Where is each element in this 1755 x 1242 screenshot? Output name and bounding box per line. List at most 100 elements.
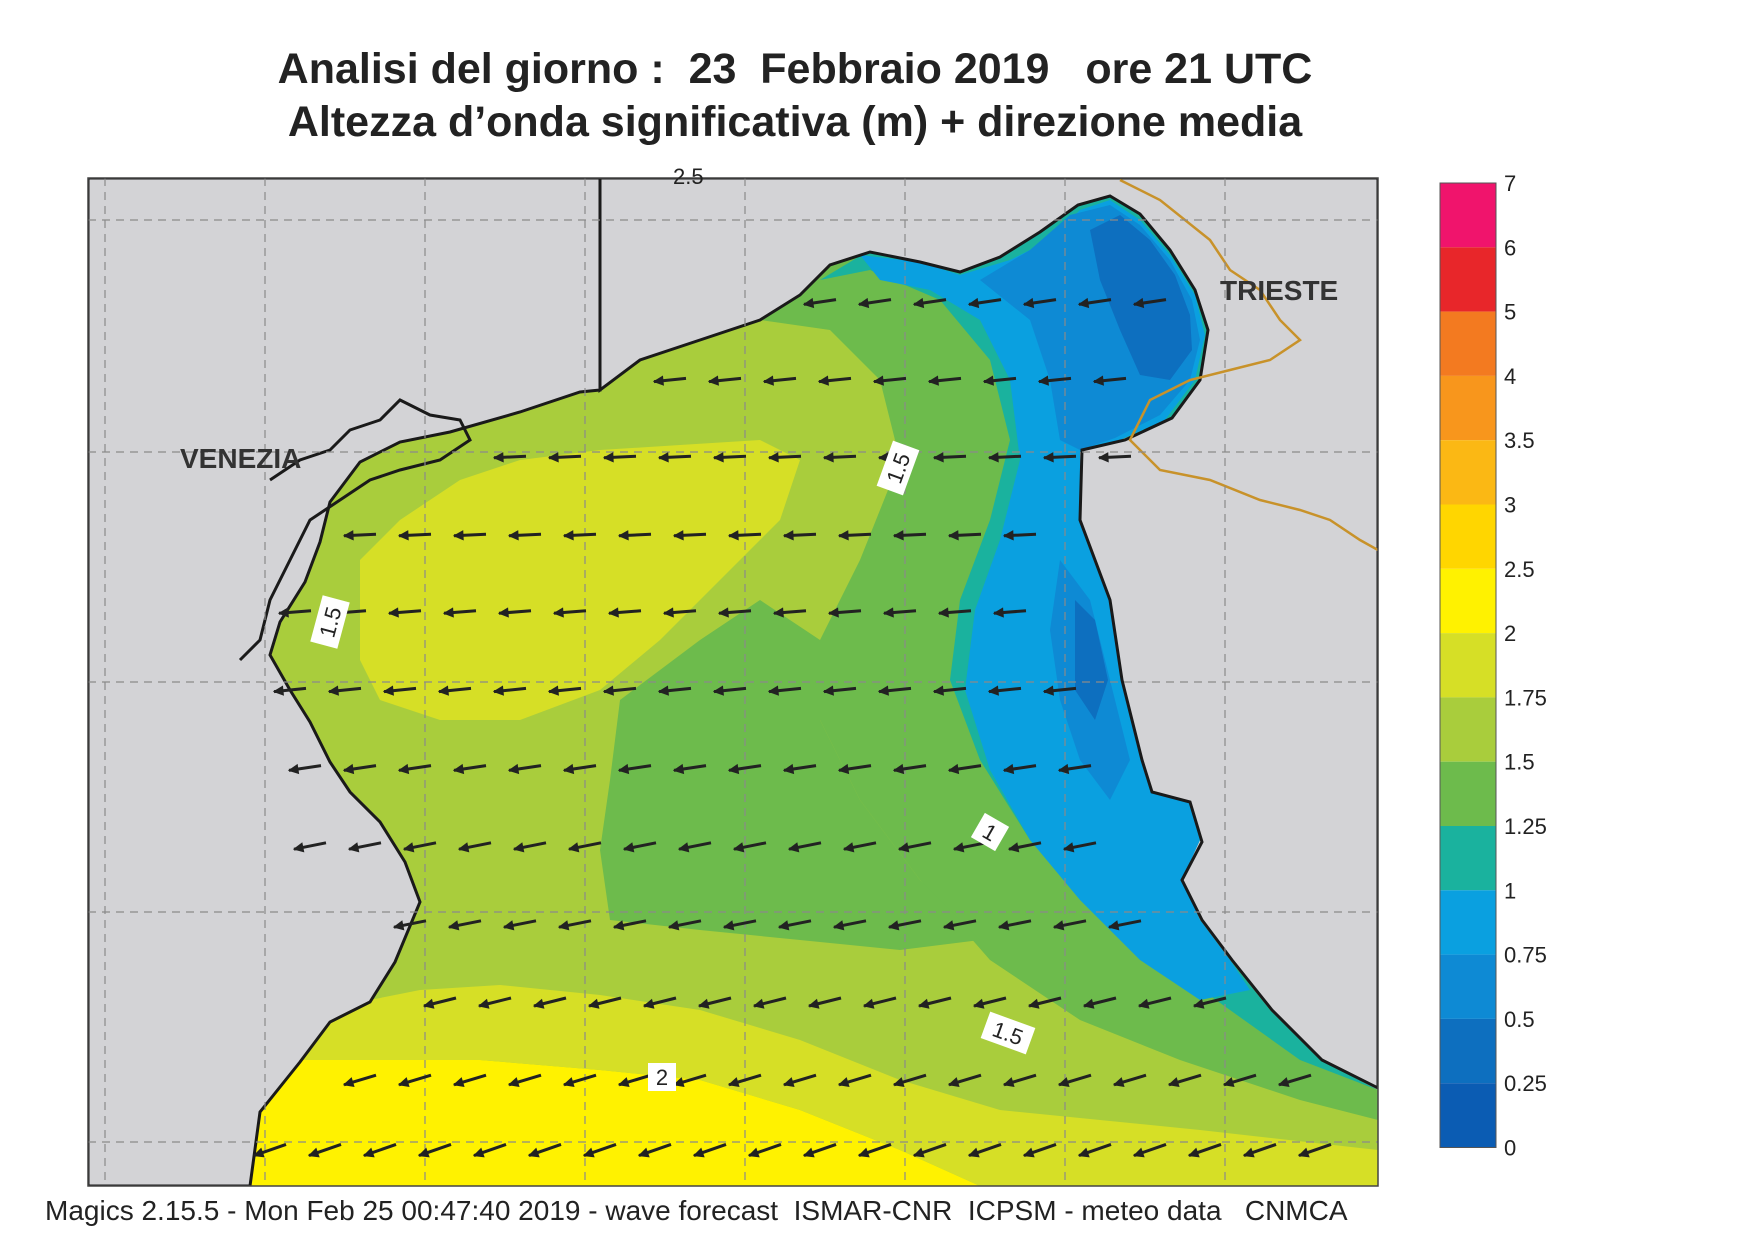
wave-arrow-head — [727, 763, 740, 775]
legend-tick-label: 0.25 — [1504, 1071, 1547, 1096]
wave-arrow-head — [612, 920, 625, 931]
wave-arrow-head — [967, 297, 980, 309]
wave-arrow-head — [1002, 1077, 1015, 1087]
svg-text:2: 2 — [656, 1065, 668, 1090]
wave-arrow-head — [857, 1147, 870, 1158]
wave-arrow-head — [947, 763, 960, 775]
wave-arrow-head — [912, 297, 925, 309]
wave-arrow-head — [457, 842, 470, 853]
legend-swatch — [1440, 826, 1496, 891]
wave-arrow-head — [672, 1077, 685, 1087]
wave-arrow-head — [882, 607, 894, 618]
legend-tick-label: 7 — [1504, 171, 1516, 196]
wave-arrow-head — [972, 998, 985, 1009]
wave-arrow-head — [272, 685, 284, 696]
wave-arrow-head — [527, 1147, 540, 1158]
wave-arrow-head — [1107, 920, 1120, 931]
wave-arrow-head — [837, 1077, 850, 1087]
wave-arrow-head — [872, 375, 884, 386]
legend-frame — [1439, 182, 1497, 1148]
wave-arrow-head — [887, 920, 900, 931]
wave-arrow-head — [947, 1077, 960, 1087]
wave-arrow-head — [982, 375, 994, 386]
wave-arrow-head — [497, 607, 509, 618]
wave-arrow-head — [567, 842, 580, 853]
wave-arrow-head — [817, 375, 829, 386]
wave-arrow-head — [292, 842, 305, 853]
wave-arrow-head — [1057, 763, 1070, 775]
wave-arrow-head — [947, 530, 959, 541]
band-1p25-1p5-interior — [600, 600, 980, 950]
wave-arrow-head — [342, 530, 354, 541]
contour-label-2: 1.5 — [310, 595, 350, 649]
wave-arrow-head — [917, 998, 930, 1009]
band-2-2p5 — [250, 1060, 980, 1186]
wave-arrow-head — [602, 452, 614, 463]
legend-swatch — [1440, 568, 1496, 634]
wave-arrow-head — [802, 297, 815, 309]
wave-arrow-head — [997, 920, 1010, 931]
legend-swatch — [1440, 1018, 1496, 1084]
wave-arrow-head — [1062, 842, 1075, 853]
legend-swatch — [1440, 890, 1496, 955]
wave-arrow-head — [752, 998, 765, 1009]
legend-tick-label: 3 — [1504, 493, 1516, 518]
wave-arrow-head — [1097, 452, 1109, 463]
wave-arrow-head — [547, 452, 559, 463]
wave-arrow-head — [1077, 297, 1090, 309]
top-partial-contour-label: 2.5 — [673, 164, 704, 189]
wave-arrow-head — [642, 998, 655, 1009]
wave-arrow-head — [1002, 530, 1014, 541]
wave-arrow-head — [717, 607, 729, 618]
wave-arrow-head — [437, 685, 449, 696]
wave-arrow-head — [697, 998, 710, 1009]
contour-label-5: 2 — [648, 1063, 676, 1091]
band-1p75-2-central — [360, 440, 800, 720]
wave-arrow-head — [732, 842, 745, 853]
wave-arrow-head — [492, 685, 504, 696]
wave-arrow-head — [712, 452, 724, 463]
wave-arrow-head — [562, 763, 575, 775]
wave-arrow-head — [562, 1077, 575, 1087]
wave-arrow-head — [692, 1147, 705, 1158]
wave-arrow-head — [442, 607, 454, 618]
wave-arrow-head — [492, 452, 504, 463]
wave-arrow-head — [877, 685, 889, 696]
wave-arrow-head — [1192, 998, 1205, 1009]
wave-arrow-head — [952, 842, 965, 853]
wave-arrow-head — [837, 530, 849, 541]
wave-arrow-head — [1052, 920, 1065, 931]
place-label-venezia: VENEZIA — [180, 443, 301, 474]
wave-arrow-head — [1037, 375, 1049, 386]
wave-arrow-head — [712, 685, 724, 696]
wave-arrow-head — [287, 763, 300, 775]
color-legend: 7 6 5 4 3.5 3 2.5 2 1.75 1.5 1.25 1 0.75 0.5 0.25 0 — [1439, 171, 1547, 1161]
wave-arrow-head — [562, 530, 574, 541]
wave-arrow-head — [327, 685, 339, 696]
legend-tick-label: 3.5 — [1504, 428, 1535, 453]
legend-swatch — [1440, 440, 1496, 505]
wave-arrow-head — [782, 763, 795, 775]
wave-arrow-head — [397, 763, 410, 775]
wave-arrow-head — [772, 607, 784, 618]
legend-tick-label: 1.25 — [1504, 814, 1547, 839]
wave-arrow-head — [342, 1077, 355, 1087]
contour-label-3: 1 — [970, 812, 1010, 852]
legend-tick-label: 1.75 — [1504, 685, 1547, 710]
wave-arrow-head — [1002, 763, 1015, 775]
wave-arrow-head — [667, 920, 680, 931]
wave-arrow-head — [767, 685, 779, 696]
wave-arrow-head — [617, 763, 630, 775]
wave-arrow-head — [1132, 1147, 1145, 1158]
wave-arrow-head — [822, 452, 834, 463]
wave-arrow-head — [892, 763, 905, 775]
legend-tick-label: 1 — [1504, 878, 1516, 903]
wave-arrow-head — [1022, 297, 1035, 309]
wave-direction-arrows — [252, 297, 1332, 1158]
wave-arrow-head — [662, 607, 674, 618]
wave-arrow-head — [637, 1147, 650, 1158]
lagoon-outline — [238, 398, 472, 662]
wave-arrow-head — [1077, 1147, 1090, 1158]
wave-arrow-head — [617, 530, 629, 541]
